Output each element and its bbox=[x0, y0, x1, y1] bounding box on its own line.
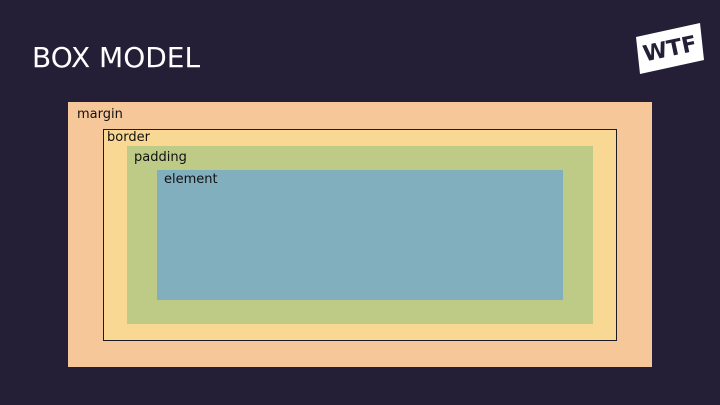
slide-title: BOX MODEL bbox=[32, 41, 201, 74]
margin-label: margin bbox=[77, 107, 123, 122]
border-label: border bbox=[107, 130, 150, 145]
wtf-logo-badge bbox=[636, 23, 704, 74]
wtf-logo: WTF bbox=[636, 23, 704, 74]
padding-label: padding bbox=[134, 150, 187, 165]
element-box bbox=[157, 170, 563, 300]
element-label: element bbox=[164, 172, 218, 187]
